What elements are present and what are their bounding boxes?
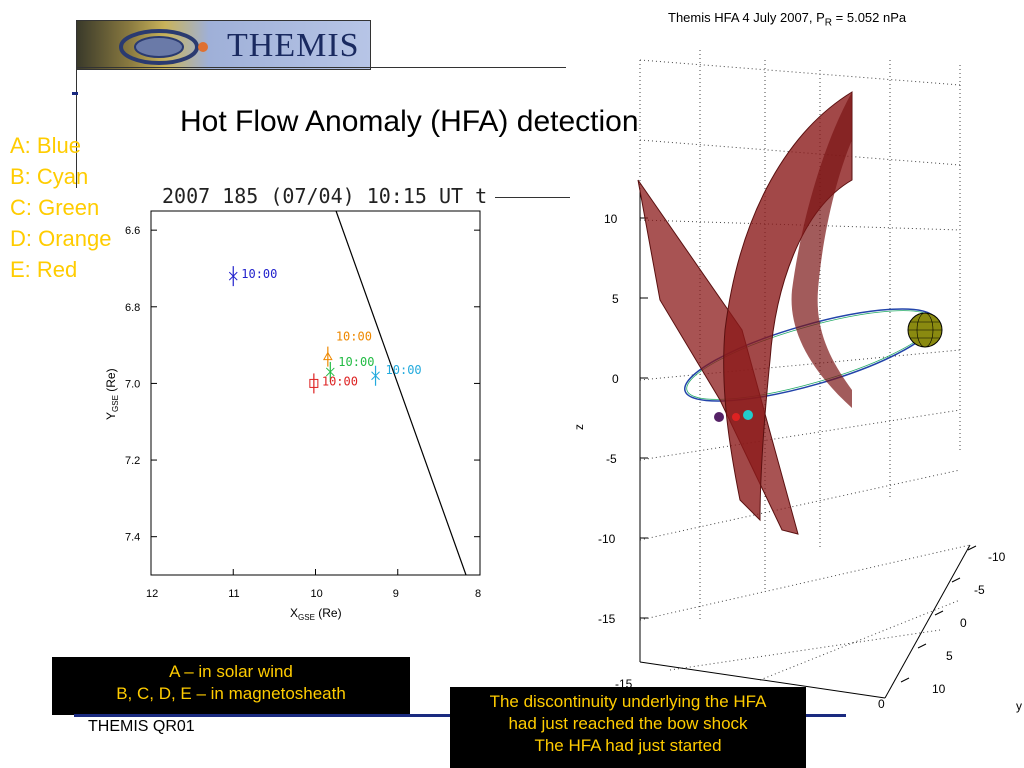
probe-time-label: 10:00 [338,355,374,369]
svg-text:-10: -10 [598,532,616,546]
x-tick-label: 9 [393,588,399,600]
probe-time-label: 10:00 [241,267,277,281]
y-tick-label: 7.0 [125,378,140,390]
side-accent [72,92,78,95]
plot-frame [150,210,481,576]
probe-e-point: 10:00 [309,373,358,394]
legend-item-e: E: Red [10,257,78,282]
y-axis-label: YGSE (Re) [104,368,120,420]
header-side-rule [76,68,77,188]
probe-time-label: 10:00 [322,374,358,388]
y-axis-ticks: 6.6 6.8 7.0 7.2 7.4 [125,225,480,544]
svg-text:-10: -10 [988,550,1006,564]
svg-text:10: 10 [932,682,946,696]
scatter-plot: 6.66.87.07.27.4 12 11 10 9 8 10:0010:0010:00… [104,210,481,622]
plot-title: 2007 185 (07/04) 10:15 UT t [162,184,488,208]
probe-d-point: 10:00 [322,330,372,367]
footer-rule-right [806,714,846,717]
header-rule [76,67,566,68]
y-axis-label: y [1016,699,1022,713]
z-axis-ticks: 10 5 0 -5 -10 -15 z [572,212,648,626]
note-line-5: The HFA had just started [534,736,722,755]
legend-item-d: D: Orange [10,226,112,251]
x-axis-ticks: 12 11 10 9 8 [146,569,481,600]
footer-rule [74,714,450,717]
logo-text: THEMIS [227,27,360,64]
note-line-3: The discontinuity underlying the HFA [489,692,767,711]
probe-b-point: 10:00 [371,363,422,386]
note-line-1: A – in solar wind [169,662,293,681]
probe-b-marker [743,410,753,420]
probe-a-point: 10:00 [228,266,277,287]
probe-c-point: 10:00 [325,355,374,382]
axis-frame [639,190,971,699]
probe-a-marker [714,412,724,422]
legend-item-a: A: Blue [10,133,81,158]
svg-text:0: 0 [878,697,885,711]
logo-orbit-graphic [119,29,208,65]
themis-logo: THEMIS [76,20,371,70]
note-line-2: B, C, D, E – in magnetosheath [116,684,346,703]
y-tick-label: 7.4 [125,532,140,544]
x-tick-label: 8 [475,588,481,600]
location-note: A – in solar wind B, C, D, E – in magnet… [52,657,410,715]
x-tick-label: 12 [146,588,158,600]
x-tick-label: 10 [311,588,323,600]
slide-title: Hot Flow Anomaly (HFA) detection [180,105,639,138]
svg-text:5: 5 [612,292,619,306]
svg-text:0: 0 [612,372,619,386]
probe-points: 10:00 10:00 10:00 10:00 10:00 [228,266,422,394]
legend-item-c: C: Green [10,195,100,220]
probe-e-marker [732,413,740,421]
svg-text:10: 10 [604,212,618,226]
y-axis-ticks: -10 -5 0 5 10 y -15 0 [615,545,1022,713]
z-axis-label: z [572,424,586,430]
y-tick-label: 7.2 [125,455,140,467]
note-line-4: had just reached the bow shock [508,714,748,733]
footer-label: THEMIS QR01 [88,718,195,735]
bow-shock-line [335,210,467,576]
svg-text:-5: -5 [606,452,617,466]
probe-time-label: 10:00 [336,330,372,344]
right-plot-title: Themis HFA 4 July 2007, PR = 5.052 nPa [668,10,907,29]
y-tick-label: 6.6 [125,225,140,237]
x-tick-label: 11 [228,588,239,600]
probe-legend: A: Blue B: Cyan C: Green D: Orange E: Re… [10,130,112,285]
legend-item-b: B: Cyan [10,164,89,189]
hfa-3d-plot: 10 5 0 -5 -10 -15 z -10 -5 0 5 10 y -15 … [572,50,1022,713]
svg-text:0: 0 [960,616,967,630]
discontinuity-note: The discontinuity underlying the HFA had… [450,687,806,768]
x-axis-label: XGSE (Re) [290,606,342,622]
probe-time-label: 10:00 [386,363,422,377]
svg-text:-15: -15 [598,612,616,626]
y-tick-label: 6.8 [125,302,140,314]
svg-text:-5: -5 [974,583,985,597]
svg-text:5: 5 [946,649,953,663]
plot-title-rule [495,197,570,198]
